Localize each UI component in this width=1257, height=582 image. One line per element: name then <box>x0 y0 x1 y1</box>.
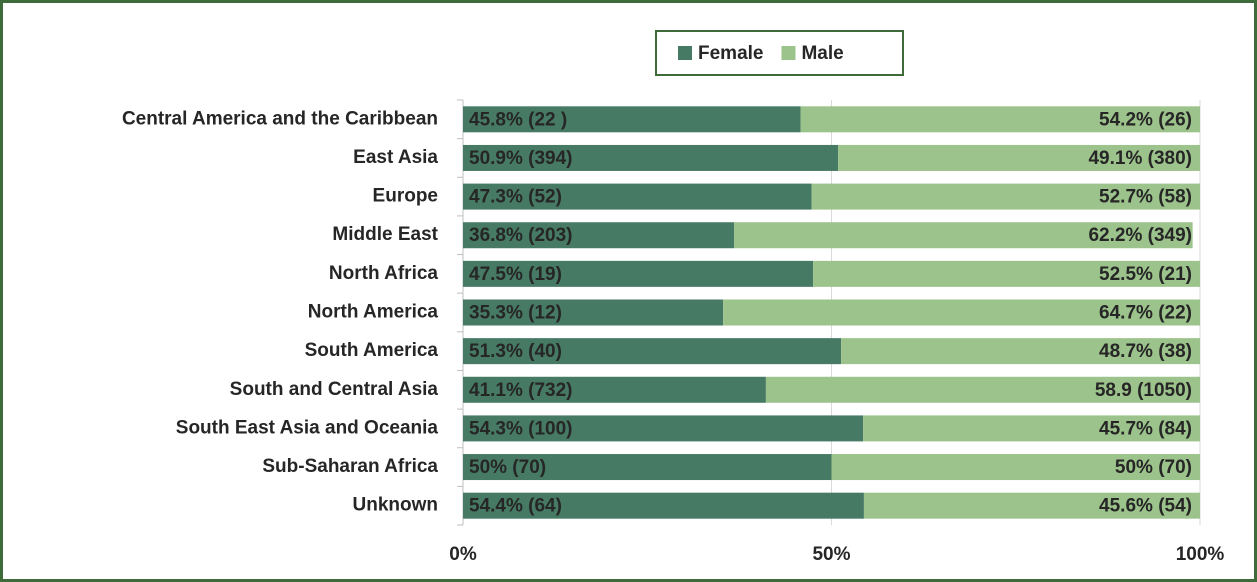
x-tick-label: 100% <box>1176 544 1225 565</box>
bar-segment <box>811 183 1200 210</box>
value-label: 45.7% (84) <box>1099 418 1192 439</box>
legend-swatch <box>781 46 796 60</box>
bar-segment <box>734 222 1193 249</box>
value-label: 64.7% (22) <box>1099 303 1192 324</box>
value-label: 50% (70) <box>1115 457 1192 478</box>
category-label: Sub-Saharan Africa <box>262 456 438 477</box>
value-label: 48.7% (38) <box>1099 341 1192 362</box>
value-label: 50.9% (394) <box>469 148 573 169</box>
category-label: South and Central Asia <box>230 379 439 400</box>
value-label: 47.3% (52) <box>469 187 562 208</box>
legend-box <box>655 30 904 76</box>
category-label: Central America and the Caribbean <box>122 108 438 129</box>
value-label: 58.9 (1050) <box>1095 380 1192 401</box>
legend-swatch <box>678 46 692 60</box>
value-label: 54.2% (26) <box>1099 109 1192 130</box>
bar-segment <box>463 299 724 326</box>
category-label: Europe <box>373 186 438 207</box>
bar-segment <box>463 260 814 287</box>
bar-segment <box>463 338 842 365</box>
bar-segment <box>463 183 812 210</box>
value-label: 51.3% (40) <box>469 341 562 362</box>
bar-segment <box>463 415 864 442</box>
category-label: East Asia <box>353 147 438 168</box>
category-label: Middle East <box>332 224 438 245</box>
bar-segment <box>463 222 735 249</box>
bar-segment <box>723 299 1200 326</box>
value-label: 52.7% (58) <box>1099 187 1192 208</box>
value-label: 45.8% (22 ) <box>469 109 567 130</box>
bar-segment <box>463 106 801 133</box>
category-label: North America <box>308 302 439 323</box>
bar-segment <box>863 415 1200 442</box>
category-label: North Africa <box>329 263 439 284</box>
bar-segment <box>463 376 766 403</box>
bar-segment <box>463 454 832 481</box>
value-label: 41.1% (732) <box>469 380 573 401</box>
bar-segment <box>813 260 1200 287</box>
value-label: 49.1% (380) <box>1088 148 1192 169</box>
bar-segment <box>765 376 1200 403</box>
value-label: 54.4% (64) <box>469 496 562 517</box>
legend-label: Female <box>698 43 763 64</box>
category-label: South East Asia and Oceania <box>176 417 439 438</box>
value-label: 47.5% (19) <box>469 264 562 285</box>
value-label: 54.3% (100) <box>469 418 573 439</box>
bar-segment <box>463 144 839 171</box>
category-label: South America <box>305 340 439 361</box>
value-label: 62.2% (349) <box>1088 225 1192 246</box>
value-label: 52.5% (21) <box>1099 264 1192 285</box>
value-label: 50% (70) <box>469 457 546 478</box>
bar-segment <box>841 338 1200 365</box>
bar-segment <box>800 106 1200 133</box>
bar-segment <box>463 492 864 519</box>
value-label: 35.3% (12) <box>469 303 562 324</box>
x-tick-label: 50% <box>812 544 850 565</box>
value-label: 45.6% (54) <box>1099 496 1192 517</box>
x-tick-label: 0% <box>449 544 477 565</box>
category-label: Unknown <box>353 495 439 516</box>
legend-label: Male <box>801 43 843 64</box>
bar-segment <box>863 492 1200 519</box>
bar-segment <box>831 454 1200 481</box>
value-label: 36.8% (203) <box>469 225 573 246</box>
bar-segment <box>838 144 1200 171</box>
